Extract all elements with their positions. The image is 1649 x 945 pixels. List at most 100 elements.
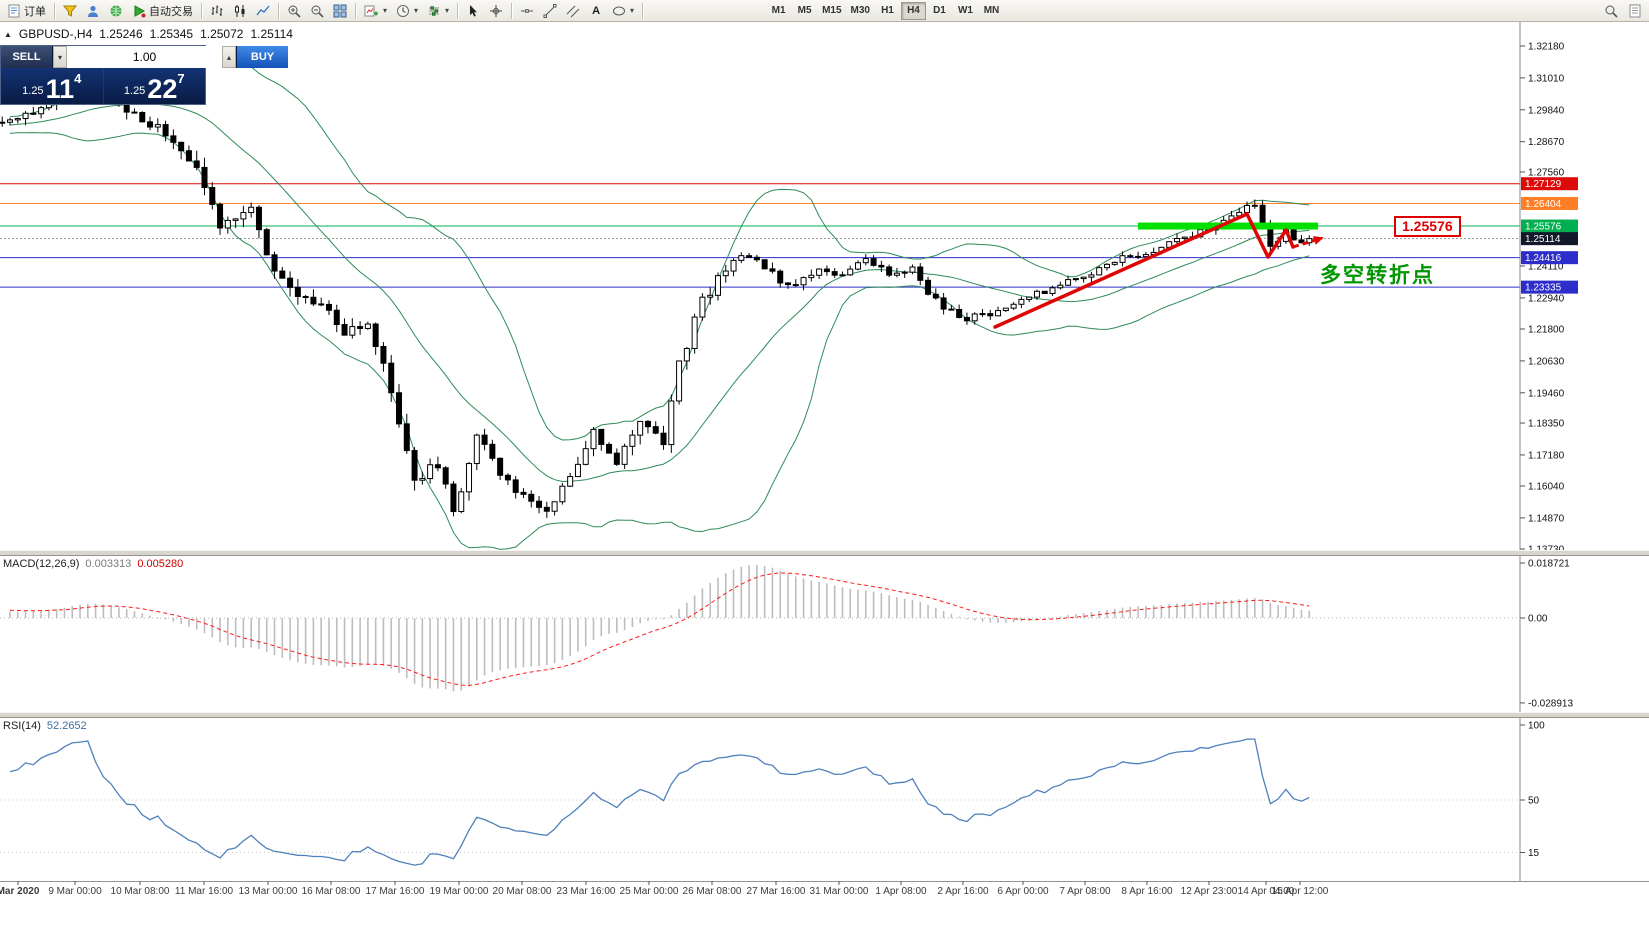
timeframe-h4-button[interactable]: H4 [900, 1, 926, 20]
volume-decrease-button[interactable]: ▾ [53, 46, 67, 68]
autotrade-play-icon [132, 4, 146, 18]
dropdown-arrow-icon: ▾ [630, 6, 635, 15]
sell-button[interactable]: SELL [1, 46, 53, 68]
market-button[interactable] [105, 1, 127, 21]
buy-price-display[interactable]: 1.25 22 7 [104, 68, 206, 104]
cursor-tool-button[interactable] [462, 1, 484, 21]
time-axis-label: 23 Mar 16:00 [557, 886, 616, 897]
time-axis-label: 20 Mar 08:00 [493, 886, 552, 897]
turning-point-annotation[interactable]: 多空转折点 [1320, 264, 1435, 287]
price-tick-label: 1.27560 [1528, 167, 1565, 178]
time-axis-label: 7 Apr 08:00 [1059, 886, 1111, 897]
market-watch-button[interactable] [59, 1, 81, 21]
person-icon [86, 4, 100, 18]
timeframe-d1-button[interactable]: D1 [927, 2, 952, 20]
candlestick-mode-button[interactable] [229, 1, 251, 21]
trendline-tool-button[interactable] [539, 1, 561, 21]
periodicity-button[interactable]: ▾ [392, 1, 422, 21]
toolbar: 订单 自动交易 ▾ ▾ ▾ A ▾ M1 M5 M15 M30 H1 H4 D1 W1 MN [0, 0, 1649, 22]
chart-properties-button[interactable]: ▾ [423, 1, 453, 21]
shapes-tool-button[interactable]: ▾ [608, 1, 638, 21]
line-chart-mode-button[interactable] [252, 1, 274, 21]
accounts-button[interactable] [82, 1, 104, 21]
line-chart-icon [256, 4, 270, 18]
collapse-arrow-icon[interactable]: ▲ [4, 29, 12, 39]
macd-indicator-label: MACD(12,26,9) 0.003313 0.005280 [3, 558, 183, 570]
time-axis-label: 26 Mar 08:00 [683, 886, 742, 897]
new-order-button[interactable]: 订单 [3, 1, 50, 21]
new-chart-icon [364, 4, 379, 18]
time-axis-label: 2 Apr 16:00 [937, 886, 989, 897]
zoom-out-button[interactable] [306, 1, 328, 21]
timeframe-m1-button[interactable]: M1 [766, 2, 791, 20]
crosshair-icon [489, 4, 503, 18]
panel-splitter[interactable] [0, 550, 1649, 556]
price-tick-label: 1.18350 [1528, 419, 1565, 430]
sell-price-display[interactable]: 1.25 11 4 [1, 68, 103, 104]
sell-price-big: 11 [45, 74, 75, 104]
ohlc-close: 1.25114 [250, 27, 293, 41]
toolbar-separator [278, 2, 279, 19]
main-chart-layer [0, 45, 1520, 550]
price-tick-label: 1.28670 [1528, 137, 1565, 148]
autotrading-button[interactable]: 自动交易 [128, 1, 197, 21]
autotrading-label: 自动交易 [149, 5, 193, 18]
clock-icon [396, 4, 410, 18]
price-line-badge [1521, 280, 1578, 294]
candlestick-icon [233, 4, 247, 18]
macd-panel-layer [0, 564, 1520, 692]
hline-tool-button[interactable] [516, 1, 538, 21]
macd-main-value: 0.003313 [85, 558, 132, 570]
price-line-badge [1521, 232, 1578, 246]
search-button[interactable] [1600, 1, 1622, 21]
crosshair-tool-button[interactable] [485, 1, 507, 21]
resistance-price-label[interactable]: 1.25576 [1394, 216, 1461, 237]
ohlc-high: 1.25345 [149, 27, 194, 41]
price-line-badge-label: 1.24416 [1525, 253, 1562, 264]
price-tick-label: 1.21800 [1528, 324, 1565, 335]
timeframe-m5-button[interactable]: M5 [792, 2, 817, 20]
time-axis-label: 12 Apr 23:00 [1181, 886, 1238, 897]
bar-chart-mode-button[interactable] [206, 1, 228, 21]
rsi-name: RSI(14) [3, 720, 41, 732]
price-line-badge-label: 1.26404 [1525, 199, 1562, 210]
price-line-badge [1521, 219, 1578, 233]
tile-windows-button[interactable] [329, 1, 351, 21]
time-axis-label: 13 Mar 00:00 [239, 886, 298, 897]
timeframe-mn-button[interactable]: MN [979, 2, 1004, 20]
timeframe-m15-button[interactable]: M15 [818, 2, 845, 20]
time-axis-label: Mar 2020 [0, 886, 40, 897]
panel-splitter[interactable] [0, 712, 1649, 718]
price-line-badge [1521, 251, 1578, 265]
horizontal-line-icon [520, 4, 534, 18]
buy-price-big: 22 [147, 74, 178, 104]
price-tick-label: 1.31010 [1528, 73, 1565, 84]
toolbar-separator [511, 2, 513, 19]
time-axis-label: 11 Mar 16:00 [175, 886, 234, 897]
price-line-badge [1521, 196, 1578, 210]
zoom-in-button[interactable] [283, 1, 305, 21]
text-tool-button[interactable]: A [585, 1, 607, 21]
ellipse-shape-icon [612, 4, 626, 18]
sliders-icon [427, 4, 441, 18]
text-tool-icon: A [592, 4, 601, 17]
buy-button[interactable]: BUY [236, 46, 288, 68]
volume-input[interactable] [67, 46, 222, 68]
channel-tool-button[interactable] [562, 1, 584, 21]
ohlc-bars-icon [210, 4, 224, 18]
rsi-axis-label: 100 [1528, 721, 1545, 732]
timeframe-w1-button[interactable]: W1 [953, 2, 978, 20]
new-chart-button[interactable]: ▾ [360, 1, 391, 21]
time-axis-label: 8 Apr 16:00 [1121, 886, 1173, 897]
volume-increase-button[interactable]: ▴ [222, 46, 236, 68]
timeframe-h1-button[interactable]: H1 [875, 2, 900, 20]
timeframe-m30-button[interactable]: M30 [847, 2, 874, 20]
price-tick-label: 1.32180 [1528, 42, 1565, 53]
macd-axis-label: 0.00 [1528, 614, 1548, 625]
ohlc-low: 1.25072 [200, 27, 244, 41]
price-line-badge-label: 1.25576 [1525, 222, 1562, 233]
report-button[interactable] [1624, 1, 1646, 21]
price-line-badge [1521, 177, 1578, 191]
sell-price-pip: 4 [74, 71, 82, 86]
